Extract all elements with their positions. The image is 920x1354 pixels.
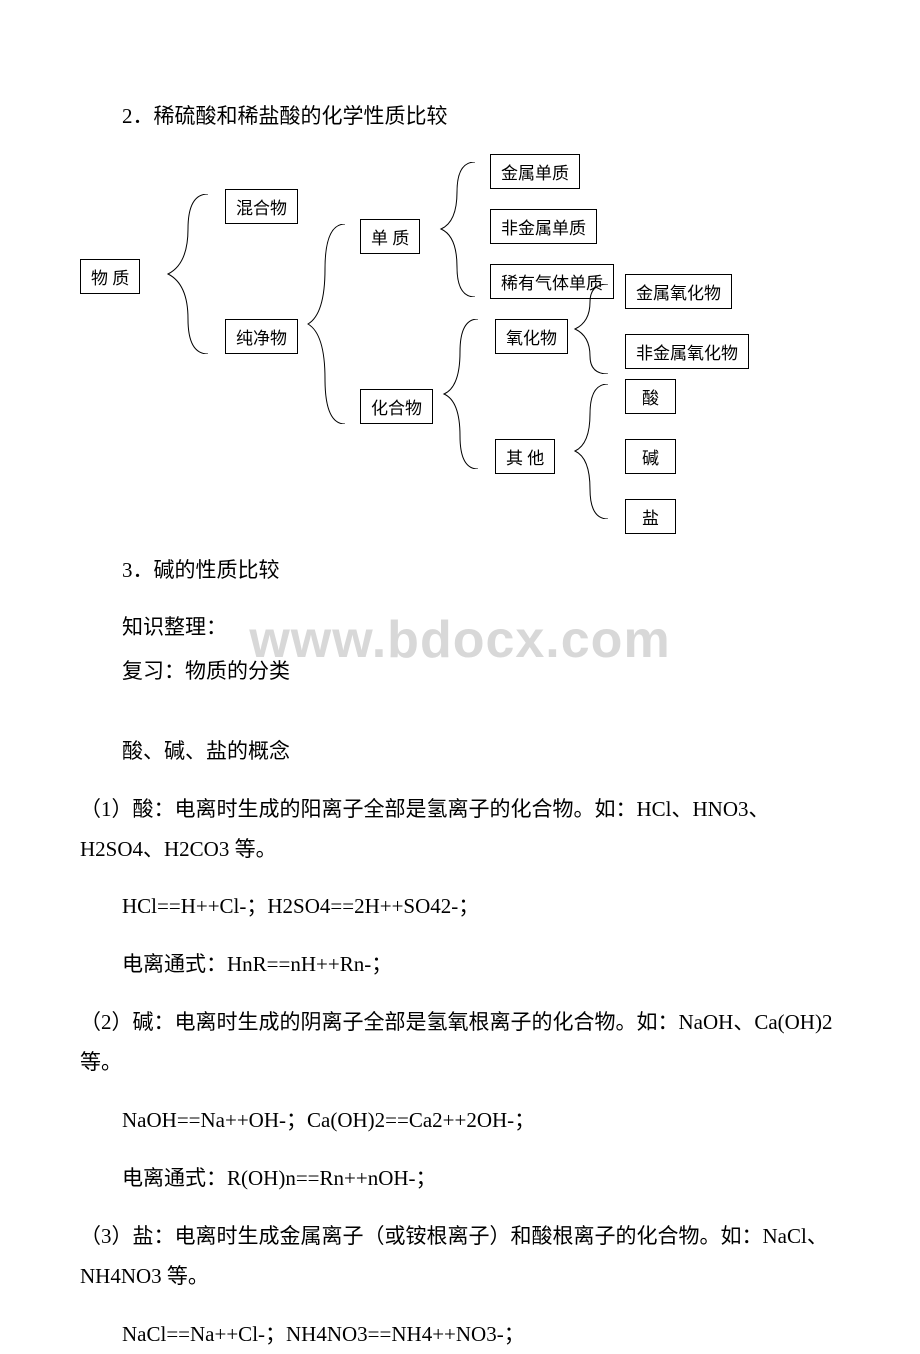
- base-def-text: （2）碱：电离时生成的阴离子全部是氢氧根离子的化合物。如：NaOH、Ca(OH)…: [80, 1010, 832, 1074]
- para-acid-general: 电离通式：HnR==nH++Rn-；: [80, 945, 840, 985]
- heading-1: 2．稀硫酸和稀盐酸的化学性质比较: [80, 100, 840, 130]
- node-pure: 纯净物: [225, 319, 298, 354]
- brace-1: [158, 194, 218, 354]
- node-oxide: 氧化物: [495, 319, 568, 354]
- para-salt-eq: NaCl==Na++Cl-；NH4NO3==NH4++NO3-；: [80, 1315, 840, 1354]
- para-base-def: （2）碱：电离时生成的阴离子全部是氢氧根离子的化合物。如：NaOH、Ca(OH)…: [80, 1003, 840, 1083]
- node-compound: 化合物: [360, 389, 433, 424]
- page-content: 2．稀硫酸和稀盐酸的化学性质比较 物 质 混合物 纯净物 单 质 化合物 金属单…: [80, 100, 840, 1354]
- acid-def-text: （1）酸：电离时生成的阳离子全部是氢离子的化合物。如：HCl、HNO3、H2SO…: [80, 797, 770, 861]
- para-acid-def: （1）酸：电离时生成的阳离子全部是氢离子的化合物。如：HCl、HNO3、H2SO…: [80, 790, 840, 870]
- para-salt-def: （3）盐：电离时生成金属离子（或铵根离子）和酸根离子的化合物。如：NaCl、NH…: [80, 1217, 840, 1297]
- brace-2: [300, 224, 355, 424]
- node-root: 物 质: [80, 259, 140, 294]
- line-knowledge: 知识整理：: [80, 608, 840, 648]
- node-mixture: 混合物: [225, 189, 298, 224]
- node-base: 碱: [625, 439, 676, 474]
- node-nonmetal-element: 非金属单质: [490, 209, 597, 244]
- node-metal-element: 金属单质: [490, 154, 580, 189]
- node-element: 单 质: [360, 219, 420, 254]
- node-metal-oxide: 金属氧化物: [625, 274, 732, 309]
- brace-4: [438, 319, 488, 469]
- brace-6: [570, 384, 618, 519]
- para-base-general: 电离通式：R(OH)n==Rn++nOH-；: [80, 1159, 840, 1199]
- para-acid-eq: HCl==H++Cl-；H2SO4==2H++SO42-；: [80, 887, 840, 927]
- brace-5: [570, 284, 618, 374]
- salt-def-text: （3）盐：电离时生成金属离子（或铵根离子）和酸根离子的化合物。如：NaCl、NH…: [80, 1224, 828, 1288]
- line-concepts: 酸、碱、盐的概念: [80, 732, 840, 772]
- node-acid: 酸: [625, 379, 676, 414]
- node-nonmetal-oxide: 非金属氧化物: [625, 334, 749, 369]
- line-review: 复习：物质的分类: [80, 652, 840, 692]
- brace-3: [435, 162, 485, 297]
- classification-diagram: 物 质 混合物 纯净物 单 质 化合物 金属单质 非金属单质 稀有气体单质 氧化…: [80, 154, 840, 524]
- para-base-eq: NaOH==Na++OH-；Ca(OH)2==Ca2++2OH-；: [80, 1101, 840, 1141]
- node-salt: 盐: [625, 499, 676, 534]
- node-other: 其 他: [495, 439, 555, 474]
- heading-2: 3．碱的性质比较: [80, 554, 840, 584]
